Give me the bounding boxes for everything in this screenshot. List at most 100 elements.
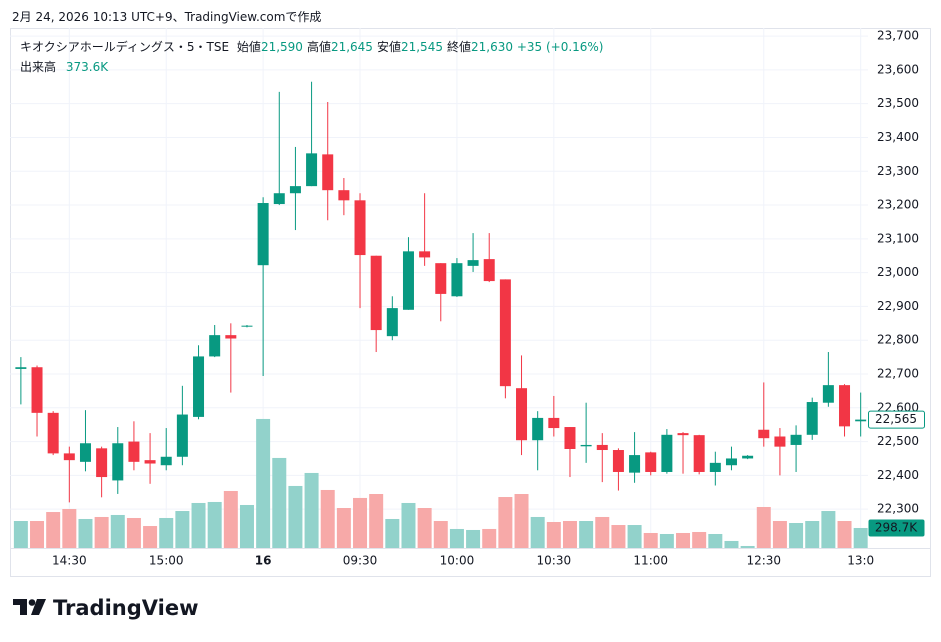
- volume-bar: [805, 520, 820, 548]
- x-tick-label: 09:30: [343, 554, 378, 568]
- volume-bar: [62, 509, 77, 548]
- x-tick-label: 12:30: [746, 554, 781, 568]
- candle-body: [855, 419, 867, 422]
- volume-bar: [724, 540, 739, 548]
- legend-label: 高値: [306, 40, 331, 54]
- candle-body: [483, 259, 495, 282]
- volume-bar: [385, 518, 400, 548]
- y-tick-label: 23,700: [877, 29, 919, 43]
- volume-bar: [401, 502, 416, 548]
- price-label: 22,565: [875, 412, 917, 426]
- candle-body: [467, 260, 479, 266]
- candle-body: [725, 458, 737, 466]
- candle-body: [225, 335, 237, 339]
- volume-name: 出来高: [20, 60, 57, 74]
- candle-body: [15, 367, 27, 369]
- candle-body: [774, 436, 786, 447]
- volume-bar: [239, 504, 254, 548]
- legend-label: 安値: [376, 40, 401, 54]
- y-tick-label: 22,400: [877, 468, 919, 482]
- candle-body: [176, 414, 188, 457]
- candle-body: [806, 402, 818, 435]
- candle-body: [160, 456, 172, 466]
- y-tick-label: 22,300: [877, 502, 919, 516]
- volume-bar: [320, 489, 335, 548]
- y-tick-label: 22,800: [877, 333, 919, 347]
- volume-bar: [466, 529, 481, 548]
- volume-bar: [643, 532, 658, 548]
- volume-value: 373.6K: [65, 60, 109, 74]
- legend-label: 始値: [236, 40, 261, 54]
- volume-bar: [143, 526, 158, 548]
- ohlc-legend: 始値21,590 高値21,645 安値21,545 終値21,630: [233, 40, 513, 54]
- volume-bar: [369, 493, 384, 548]
- volume-label: 298.7K: [875, 520, 918, 534]
- candle-body: [338, 190, 350, 201]
- volume-bar: [530, 516, 545, 548]
- candle-body: [790, 434, 802, 445]
- volume-bar: [46, 512, 61, 548]
- volume-bar: [433, 520, 448, 548]
- volume-bar: [256, 418, 271, 548]
- candle-body: [499, 279, 511, 387]
- volume-bar: [579, 520, 594, 548]
- volume-bar: [207, 501, 222, 548]
- y-tick-label: 23,600: [877, 62, 919, 76]
- candle-body: [629, 455, 641, 473]
- y-tick-label: 23,300: [877, 164, 919, 178]
- candle-body: [451, 263, 463, 297]
- candle-body: [548, 417, 560, 429]
- y-tick-label: 22,500: [877, 434, 919, 448]
- volume-bar: [191, 502, 206, 548]
- y-tick-label: 23,100: [877, 231, 919, 245]
- volume-bar: [417, 508, 432, 548]
- candle-body: [742, 455, 754, 459]
- volume-bar: [756, 506, 771, 548]
- logo-mark: [13, 599, 27, 615]
- y-tick-label: 22,700: [877, 366, 919, 380]
- candle-body: [661, 434, 673, 472]
- price-label-box: [868, 410, 925, 429]
- volume-bar: [304, 472, 319, 548]
- chart-frame: [10, 28, 931, 577]
- legend-row: キオクシアホールディングス・5・TSE 始値21,590 高値21,645 安値21…: [20, 38, 604, 55]
- volume-bar: [789, 523, 804, 548]
- y-tick-label: 23,000: [877, 265, 919, 279]
- volume-bar: [498, 497, 513, 548]
- candle-body: [419, 251, 431, 258]
- y-tick-label: 23,200: [877, 198, 919, 212]
- candle-body: [47, 412, 59, 454]
- x-tick-label: 14:30: [52, 554, 87, 568]
- volume-bar: [595, 516, 610, 548]
- candle-body: [241, 325, 253, 327]
- volume-bar: [772, 520, 787, 548]
- change: +35 (+0.16%): [516, 40, 604, 54]
- candle-body: [839, 385, 851, 427]
- volume-bar: [78, 518, 93, 548]
- volume-bar: [110, 514, 125, 548]
- candle-body: [677, 433, 689, 436]
- volume-bar: [126, 517, 141, 548]
- volume-bar: [288, 485, 303, 548]
- candle-body: [516, 388, 528, 441]
- candle-body: [596, 444, 608, 451]
- candle-body: [532, 417, 544, 441]
- volume-bar: [659, 533, 674, 548]
- caption: 2月 24, 2026 10:13 UTC+9、TradingView.comで…: [12, 10, 322, 24]
- candle-body: [128, 441, 140, 462]
- candle-body: [257, 203, 269, 266]
- y-tick-label: 23,400: [877, 130, 919, 144]
- candle-body: [612, 450, 624, 472]
- legend-value: 21,630: [470, 40, 513, 54]
- volume-label-box: [868, 519, 925, 537]
- volume-bar: [853, 527, 868, 548]
- logo-mark: [31, 599, 46, 615]
- symbol: キオクシアホールディングス・5・TSE: [20, 40, 230, 54]
- legend-value: 21,590: [260, 40, 303, 54]
- volume-bar: [821, 511, 836, 548]
- candle-body: [193, 356, 205, 417]
- y-tick-label: 22,900: [877, 299, 919, 313]
- candle-body: [144, 460, 156, 464]
- candle-body: [709, 462, 721, 472]
